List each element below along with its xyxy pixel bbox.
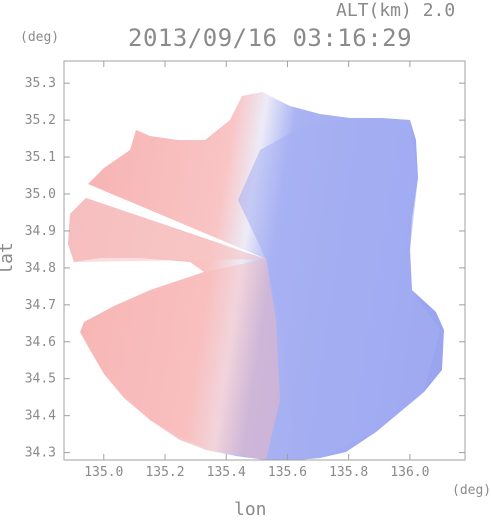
y-tick-label: 34.5 (25, 372, 56, 387)
x-tick-label: 136.0 (390, 465, 429, 480)
x-axis-unit: (deg) (452, 483, 491, 498)
no-echo-gap (68, 198, 266, 262)
x-tick-label: 135.2 (145, 465, 184, 480)
x-axis-label: lon (234, 499, 267, 520)
plot-frame (63, 60, 466, 461)
y-tick-label: 34.6 (25, 335, 56, 350)
y-tick-label: 35.3 (25, 76, 56, 91)
x-tick-label: 135.4 (207, 465, 246, 480)
y-tick-label: 35.1 (25, 150, 56, 165)
receding-region (84, 259, 280, 460)
x-tick-label: 135.6 (268, 465, 307, 480)
y-axis-unit: (deg) (20, 30, 60, 45)
x-tick-label: 135.8 (329, 465, 368, 480)
approaching-region (238, 118, 440, 460)
y-tick-label: 34.9 (25, 224, 56, 239)
y-tick-label: 35.2 (25, 113, 56, 128)
x-tick-label: 135.0 (84, 465, 123, 480)
altitude-label: ALT(km) 2.0 (336, 0, 456, 21)
x-axis-ticks: 135.0 135.2 135.4 135.6 135.8 136.0 (84, 61, 429, 480)
y-tick-label: 35.0 (25, 187, 56, 202)
y-tick-label: 34.8 (25, 261, 56, 276)
y-tick-label: 34.7 (25, 298, 56, 313)
y-tick-label: 34.4 (25, 409, 56, 424)
y-tick-label: 34.3 (25, 446, 56, 461)
y-axis-ticks: 34.3 34.4 34.5 34.6 34.7 34.8 34.9 35.0 35.1 35.2… (25, 76, 465, 461)
chart-title: 2013/09/16 03:16:29 (128, 24, 413, 52)
